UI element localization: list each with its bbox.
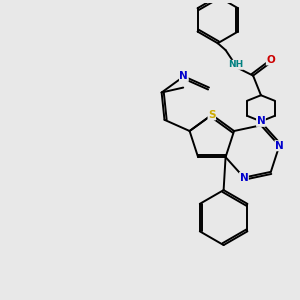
Text: O: O — [266, 55, 275, 65]
Text: N: N — [256, 116, 265, 126]
Text: N: N — [179, 71, 188, 81]
Text: N: N — [240, 172, 248, 183]
Text: NH: NH — [228, 60, 243, 69]
Text: N: N — [275, 141, 284, 151]
Text: S: S — [208, 110, 216, 120]
